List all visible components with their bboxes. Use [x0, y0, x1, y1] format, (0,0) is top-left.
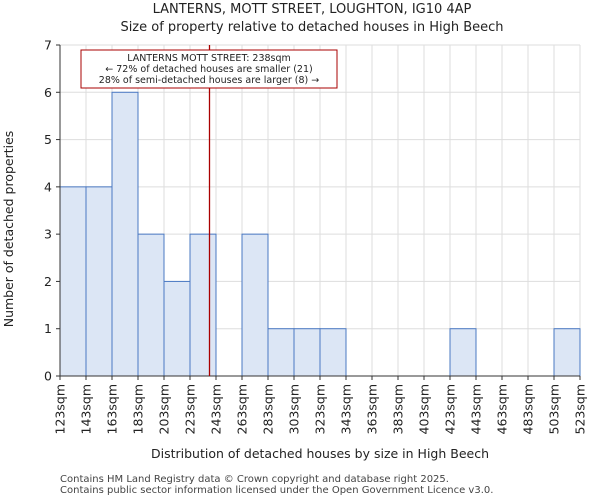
- bar-163sqm: [111, 91, 139, 377]
- marker: LANTERNS MOTT STREET: 238sqm← 72% of det…: [80, 45, 338, 376]
- x-tick-label: 363sqm: [365, 384, 380, 434]
- x-tick-label: 143sqm: [79, 384, 94, 434]
- y-axis-label: Number of detached properties: [1, 131, 16, 328]
- y-tick-label: 7: [44, 38, 52, 53]
- y-tick-label: 0: [44, 369, 52, 384]
- y-tick-label: 1: [44, 321, 52, 336]
- x-tick-label: 383sqm: [391, 384, 406, 434]
- y-tick-label: 5: [44, 132, 52, 147]
- y-tick-label: 6: [44, 85, 52, 100]
- y-tick-label: 4: [44, 179, 52, 194]
- y-ticks: 0 1 2 3 4 5 6 7: [44, 38, 60, 384]
- annotation-line-1: LANTERNS MOTT STREET: 238sqm: [127, 53, 291, 64]
- bar-323sqm: [319, 328, 347, 377]
- bar-423sqm: [449, 328, 477, 377]
- y-tick-label: 2: [44, 274, 52, 289]
- x-tick-label: 463sqm: [495, 384, 510, 434]
- x-tick-label: 403sqm: [417, 384, 432, 434]
- bar-303sqm: [293, 328, 321, 377]
- footer-line-2: Contains public sector information licen…: [60, 485, 494, 496]
- bar-503sqm: [553, 328, 581, 377]
- chart-subtitle: Size of property relative to detached ho…: [120, 20, 503, 35]
- bars: [59, 91, 581, 377]
- annotation-line-3: 28% of semi-detached houses are larger (…: [99, 75, 319, 86]
- bar-283sqm: [267, 328, 295, 377]
- bar-203sqm: [163, 280, 191, 377]
- annotation-line-2: ← 72% of detached houses are smaller (21…: [105, 64, 312, 75]
- x-tick-label: 243sqm: [209, 384, 224, 434]
- annotation-box: [80, 49, 338, 89]
- x-tick-label: 443sqm: [469, 384, 484, 434]
- bar-143sqm: [85, 186, 113, 377]
- bar-223sqm: [189, 233, 217, 377]
- x-tick-label: 163sqm: [105, 384, 120, 434]
- x-tick-label: 523sqm: [573, 384, 588, 434]
- x-axis-label: Distribution of detached houses by size …: [151, 446, 489, 461]
- x-tick-label: 303sqm: [287, 384, 302, 434]
- x-ticks: 123sqm 143sqm 163sqm 183sqm 203sqm 223sqm 243s…: [53, 376, 588, 434]
- x-tick-label: 203sqm: [157, 384, 172, 434]
- x-tick-label: 263sqm: [235, 384, 250, 434]
- y-tick-label: 3: [44, 227, 52, 242]
- x-tick-label: 223sqm: [183, 384, 198, 434]
- bar-123sqm: [59, 186, 87, 377]
- chart-title: LANTERNS, MOTT STREET, LOUGHTON, IG10 4A…: [153, 2, 472, 17]
- x-tick-label: 343sqm: [339, 384, 354, 434]
- x-tick-label: 503sqm: [547, 384, 562, 434]
- x-tick-label: 423sqm: [443, 384, 458, 434]
- bar-263sqm: [241, 233, 269, 377]
- x-tick-label: 123sqm: [53, 384, 68, 434]
- bar-183sqm: [137, 233, 165, 377]
- x-tick-label: 483sqm: [521, 384, 536, 434]
- x-tick-label: 183sqm: [131, 384, 146, 434]
- x-tick-label: 283sqm: [261, 384, 276, 434]
- chart: LANTERNS, MOTT STREET, LOUGHTON, IG10 4A…: [1, 2, 588, 461]
- footer-line-1: Contains HM Land Registry data © Crown c…: [60, 474, 449, 485]
- x-tick-label: 323sqm: [313, 384, 328, 434]
